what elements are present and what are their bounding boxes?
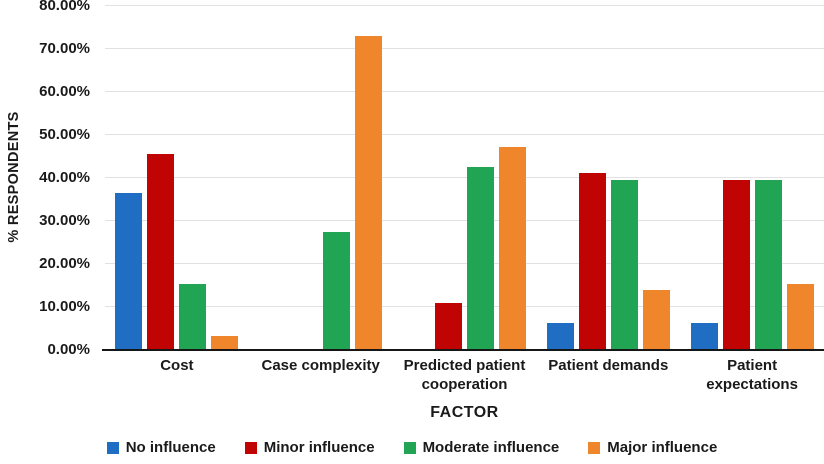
legend: No influence Minor influence Moderate infl…	[0, 439, 824, 456]
bar-minor-influence	[147, 153, 175, 349]
legend-label: Major influence	[607, 439, 718, 456]
gridline	[105, 91, 824, 92]
y-tick-label: 40.00%	[39, 169, 90, 186]
bar-minor-influence	[578, 173, 606, 349]
bar-no-influence	[546, 322, 574, 349]
y-tick-label: 0.00%	[47, 341, 90, 358]
y-tick-label: 30.00%	[39, 212, 90, 229]
bar-moderate-influence	[610, 179, 638, 349]
legend-label: Minor influence	[263, 439, 375, 456]
legend-item-no-influence: No influence	[106, 439, 216, 456]
bar-group-patient-expectations	[690, 179, 814, 349]
legend-label: Moderate influence	[422, 439, 560, 456]
legend-color-swatch	[403, 441, 416, 454]
y-tick-label: 10.00%	[39, 298, 90, 315]
x-tick-label: Cost	[160, 357, 194, 374]
bar-group-patient-demands	[546, 173, 670, 349]
x-tick-label: Predicted patient cooperation	[403, 357, 526, 393]
legend-color-swatch	[588, 441, 601, 454]
x-tick-label: Patient expectations	[706, 357, 798, 393]
bar-minor-influence	[722, 179, 750, 349]
bar-moderate-influence	[467, 166, 494, 349]
y-tick-label: 50.00%	[39, 126, 90, 143]
bar-moderate-influence	[754, 179, 782, 349]
gridline	[105, 306, 824, 307]
y-tick-label: 60.00%	[39, 83, 90, 100]
x-tick-label: Patient demands	[548, 357, 669, 374]
legend-item-moderate-influence: Moderate influence	[403, 439, 560, 456]
y-tick-label: 70.00%	[39, 40, 90, 57]
bar-major-influence	[642, 290, 670, 349]
gridline	[105, 5, 824, 6]
bar-major-influence	[786, 283, 814, 349]
y-tick-label: 80.00%	[39, 0, 90, 14]
gridline	[105, 48, 824, 49]
bar-major-influence	[499, 147, 526, 349]
bar-moderate-influence	[323, 231, 351, 349]
plot-area	[102, 5, 824, 351]
bar-no-influence	[690, 322, 718, 349]
gridline	[105, 220, 824, 221]
gridline	[105, 177, 824, 178]
bar-moderate-influence	[179, 283, 207, 349]
bar-no-influence	[115, 192, 143, 349]
legend-item-minor-influence: Minor influence	[244, 439, 375, 456]
bar-major-influence	[355, 36, 383, 349]
x-axis-line	[102, 348, 824, 351]
bar-major-influence	[211, 335, 239, 349]
bar-group-case-complexity	[259, 36, 383, 349]
legend-label: No influence	[125, 439, 216, 456]
legend-color-swatch	[244, 441, 257, 454]
bar-group-predicted-patient-cooperation	[403, 147, 526, 349]
gridline	[105, 134, 824, 135]
bar-minor-influence	[435, 303, 462, 349]
gridline	[105, 263, 824, 264]
bar-group-cost	[115, 153, 239, 349]
y-tick-label: 20.00%	[39, 255, 90, 272]
legend-color-swatch	[106, 441, 119, 454]
x-axis-title: FACTOR	[430, 404, 499, 421]
x-tick-label: Case complexity	[261, 357, 380, 374]
legend-item-major-influence: Major influence	[588, 439, 717, 456]
